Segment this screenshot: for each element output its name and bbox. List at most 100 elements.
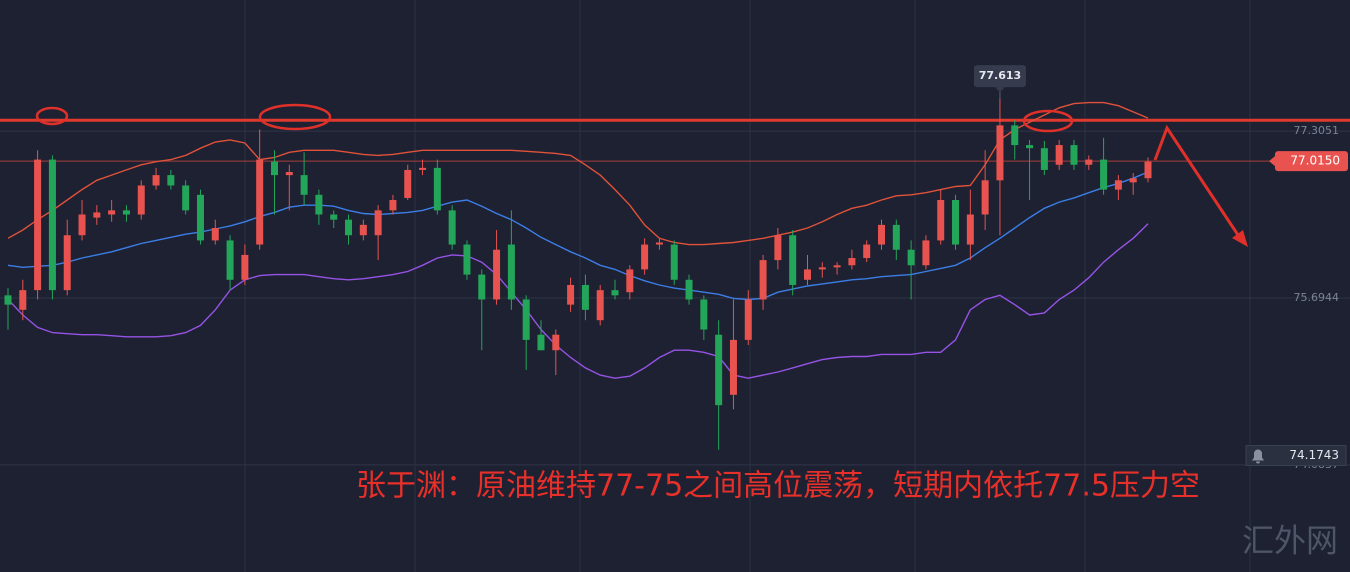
candle-body (522, 299, 530, 340)
candle-body (878, 224, 886, 245)
candle-body (285, 172, 293, 176)
candle-body (700, 299, 708, 330)
vertical-grid (244, 0, 1251, 572)
high-marker-label: 77.613 (979, 69, 1021, 82)
candle-body (507, 244, 515, 300)
last-price-label: 77.0150 (1290, 154, 1340, 168)
alert-tag (1245, 444, 1347, 466)
candle-body (152, 175, 160, 186)
candle-body (19, 290, 27, 310)
candle-body (419, 167, 427, 170)
alert-label: 74.1743 (1289, 448, 1339, 462)
candle-body (1011, 125, 1019, 146)
candle-body (122, 210, 130, 215)
candle-body (1100, 159, 1108, 190)
candle-body (996, 125, 1004, 181)
forecast-arrow (1153, 124, 1248, 247)
candle-body (655, 242, 663, 245)
candle-body (211, 227, 219, 241)
candle-body (1085, 159, 1093, 165)
candle-body (182, 185, 190, 211)
last-price-pointer (1269, 156, 1275, 167)
candle-body (300, 175, 308, 195)
candle-body (1070, 145, 1078, 165)
y-tick-label: 75.6944 (1294, 291, 1340, 304)
candle-body (803, 269, 811, 280)
candle-body (137, 185, 145, 215)
candle-body (1055, 145, 1063, 165)
candle-body (818, 267, 826, 270)
plot-area: 77.305175.694474.083777.61377.015074.174… (0, 65, 1350, 471)
candle-body (108, 210, 116, 215)
candle-body (892, 224, 900, 250)
candle-body (433, 167, 441, 211)
candle-body (63, 235, 71, 291)
watermark: 汇外网 (1242, 522, 1338, 560)
candle-body (789, 235, 797, 285)
high-marker-pointer (994, 87, 1005, 93)
candle-body (937, 199, 945, 241)
candle-body (729, 339, 737, 395)
candle-body (404, 169, 412, 198)
candle-body (93, 212, 101, 218)
ellipse (1022, 109, 1074, 133)
candle-body (4, 295, 12, 305)
annotation-text: 张于渊：原油维持77-75之间高位震荡，短期内依托77.5压力空 (356, 469, 1200, 504)
candle-body (952, 199, 960, 245)
y-tick-label: 77.3051 (1294, 124, 1340, 137)
candle-body (596, 290, 604, 321)
candle-body (1114, 180, 1122, 190)
candle-body (448, 210, 456, 245)
candle-body (670, 244, 678, 280)
candle-body (581, 284, 589, 310)
last-price-tag (1275, 151, 1348, 172)
candle-body (641, 244, 649, 270)
ellipse (258, 103, 332, 131)
arrow-head (1232, 230, 1248, 247)
candle-body (478, 274, 486, 300)
candle-body (48, 159, 56, 291)
bell-icon (1252, 449, 1264, 464)
candle-body (241, 254, 249, 280)
candle-body (567, 284, 575, 305)
candle-body (256, 159, 264, 245)
candle-body (270, 161, 278, 176)
band-line (7, 223, 1149, 379)
candle-body (611, 290, 619, 296)
candle-body (34, 159, 42, 291)
candle-body (196, 194, 204, 241)
high-marker-box (973, 65, 1026, 88)
candle-body (78, 214, 86, 236)
candle-body (330, 214, 338, 220)
candle-body (226, 240, 234, 280)
ellipse (35, 106, 69, 126)
candle-body (1026, 145, 1034, 149)
candle-body (744, 299, 752, 340)
candle-body (1040, 148, 1048, 170)
annotation-ellipses (35, 103, 1074, 133)
candle-body (774, 235, 782, 261)
candle-body (167, 175, 175, 186)
candle-body (374, 210, 382, 236)
candle-body (922, 240, 930, 266)
candle-body (1144, 161, 1152, 179)
candle-body (848, 258, 856, 266)
candle-body (863, 244, 871, 259)
candle-body (315, 194, 323, 215)
candle-body (493, 249, 501, 300)
candle-body (966, 214, 974, 245)
arrow-path (1153, 124, 1242, 239)
candle-body (626, 269, 634, 293)
candle-body (833, 265, 841, 268)
candle-body (981, 180, 989, 215)
candle-body (1129, 178, 1137, 183)
candle-body (359, 224, 367, 236)
candle-body (715, 334, 723, 406)
candle-body (907, 249, 915, 266)
candle-body (345, 219, 353, 236)
candle-body (537, 334, 545, 351)
candle-body (685, 279, 693, 300)
candle-body (552, 334, 560, 351)
